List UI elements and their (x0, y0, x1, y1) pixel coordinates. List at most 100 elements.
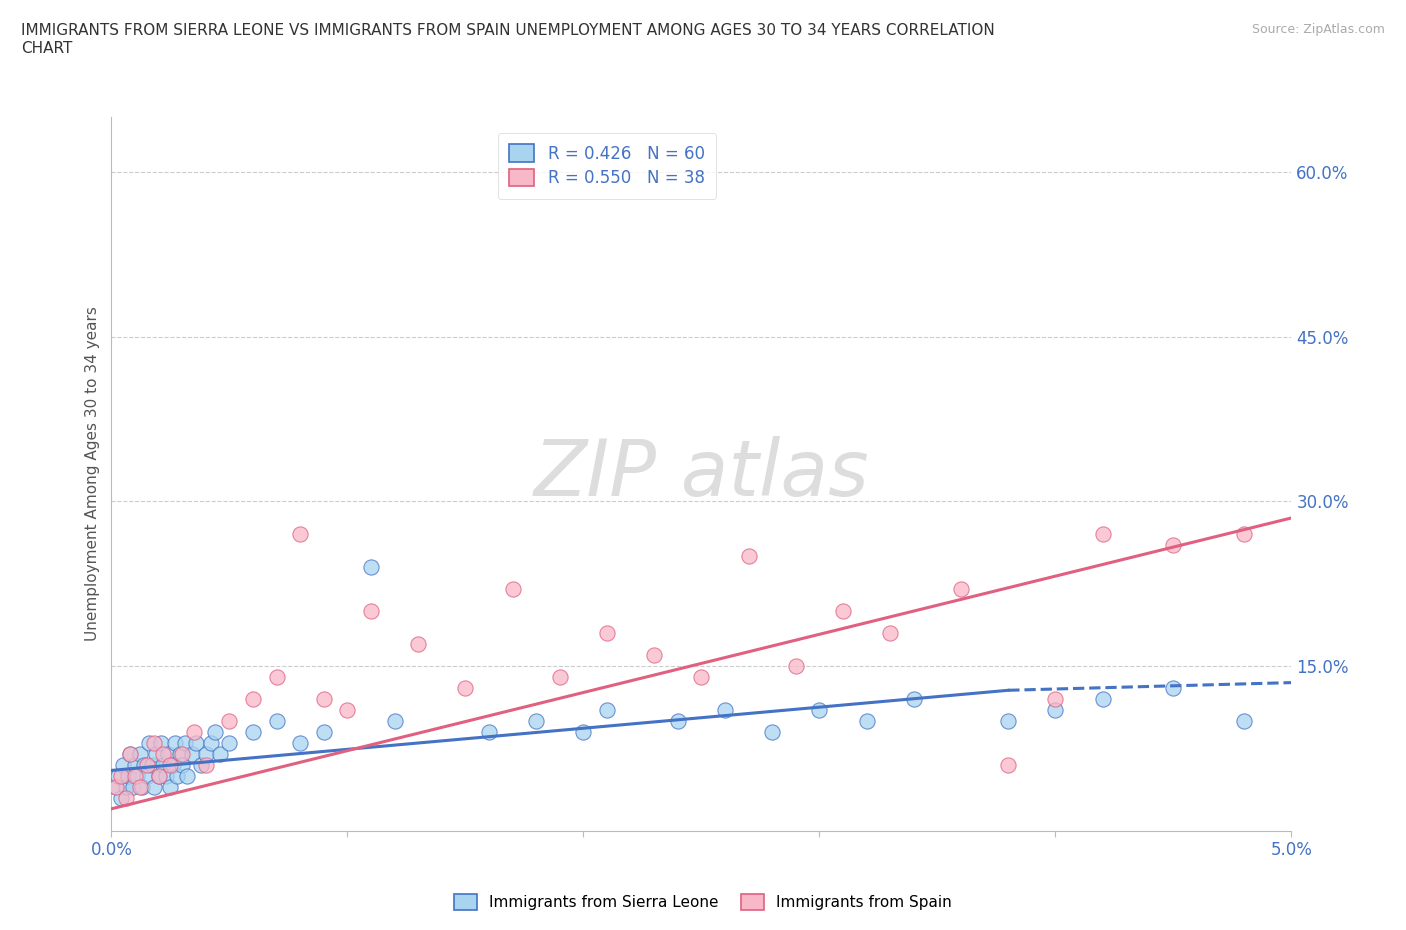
Point (266, 670, 288, 684)
Point (242, 724, 264, 739)
Point (643, 647, 665, 662)
Y-axis label: Unemployment Among Ages 30 to 34 years: Unemployment Among Ages 30 to 34 years (86, 307, 100, 642)
Point (690, 670, 713, 684)
Point (997, 757, 1019, 772)
Point (176, 768, 198, 783)
Text: IMMIGRANTS FROM SIERRA LEONE VS IMMIGRANTS FROM SPAIN UNEMPLOYMENT AMONG AGES 30: IMMIGRANTS FROM SIERRA LEONE VS IMMIGRAN… (21, 23, 995, 56)
Point (524, 713, 547, 728)
Point (172, 757, 194, 772)
Point (148, 768, 170, 783)
Point (1091, 692, 1114, 707)
Point (105, 779, 128, 794)
Point (190, 757, 212, 772)
Point (1233, 527, 1256, 542)
Point (666, 713, 689, 728)
Point (290, 736, 312, 751)
Point (165, 736, 187, 751)
Point (112, 757, 135, 772)
Point (312, 724, 335, 739)
Point (159, 757, 181, 772)
Point (242, 692, 264, 707)
Point (114, 779, 136, 794)
Point (124, 757, 146, 772)
Point (141, 757, 163, 772)
Point (290, 527, 312, 542)
Point (128, 779, 150, 794)
Point (218, 736, 240, 751)
Point (1163, 538, 1185, 552)
Point (120, 747, 142, 762)
Text: ZIP atlas: ZIP atlas (534, 436, 869, 512)
Point (502, 582, 524, 597)
Point (384, 713, 406, 728)
Point (336, 702, 359, 717)
Text: Source: ZipAtlas.com: Source: ZipAtlas.com (1251, 23, 1385, 36)
Point (157, 747, 180, 762)
Point (194, 757, 217, 772)
Point (148, 768, 170, 783)
Point (879, 626, 901, 641)
Point (155, 768, 177, 783)
Legend: R = 0.426   N = 60, R = 0.550   N = 38: R = 0.426 N = 60, R = 0.550 N = 38 (498, 133, 717, 199)
Point (903, 692, 925, 707)
Point (159, 779, 181, 794)
Point (596, 702, 619, 717)
Point (127, 768, 149, 783)
Point (186, 736, 208, 751)
Point (142, 779, 165, 794)
Point (128, 747, 150, 762)
Point (737, 549, 759, 564)
Point (208, 747, 231, 762)
Point (180, 747, 202, 762)
Point (173, 736, 195, 751)
Point (1163, 681, 1185, 696)
Point (832, 604, 855, 618)
Point (360, 560, 382, 575)
Point (266, 713, 288, 728)
Point (105, 779, 128, 794)
Point (1233, 713, 1256, 728)
Point (360, 604, 382, 618)
Legend: Immigrants from Sierra Leone, Immigrants from Spain: Immigrants from Sierra Leone, Immigrants… (446, 886, 960, 918)
Point (1045, 702, 1067, 717)
Point (194, 747, 217, 762)
Point (1091, 527, 1114, 542)
Point (855, 713, 877, 728)
Point (406, 637, 429, 652)
Point (117, 768, 139, 783)
Point (110, 768, 132, 783)
Point (218, 713, 240, 728)
Point (162, 757, 184, 772)
Point (808, 702, 831, 717)
Point (152, 757, 174, 772)
Point (131, 779, 153, 794)
Point (152, 747, 174, 762)
Point (312, 692, 335, 707)
Point (596, 626, 619, 641)
Point (120, 747, 142, 762)
Point (478, 724, 501, 739)
Point (714, 702, 737, 717)
Point (107, 768, 129, 783)
Point (124, 768, 146, 783)
Point (145, 747, 167, 762)
Point (454, 681, 477, 696)
Point (950, 582, 973, 597)
Point (172, 747, 194, 762)
Point (200, 736, 222, 751)
Point (166, 768, 188, 783)
Point (572, 724, 595, 739)
Point (138, 736, 160, 751)
Point (121, 779, 143, 794)
Point (135, 757, 157, 772)
Point (548, 670, 571, 684)
Point (761, 724, 783, 739)
Point (204, 724, 226, 739)
Point (785, 658, 807, 673)
Point (134, 757, 156, 772)
Point (114, 790, 136, 805)
Point (169, 747, 191, 762)
Point (997, 713, 1019, 728)
Point (183, 724, 205, 739)
Point (135, 768, 157, 783)
